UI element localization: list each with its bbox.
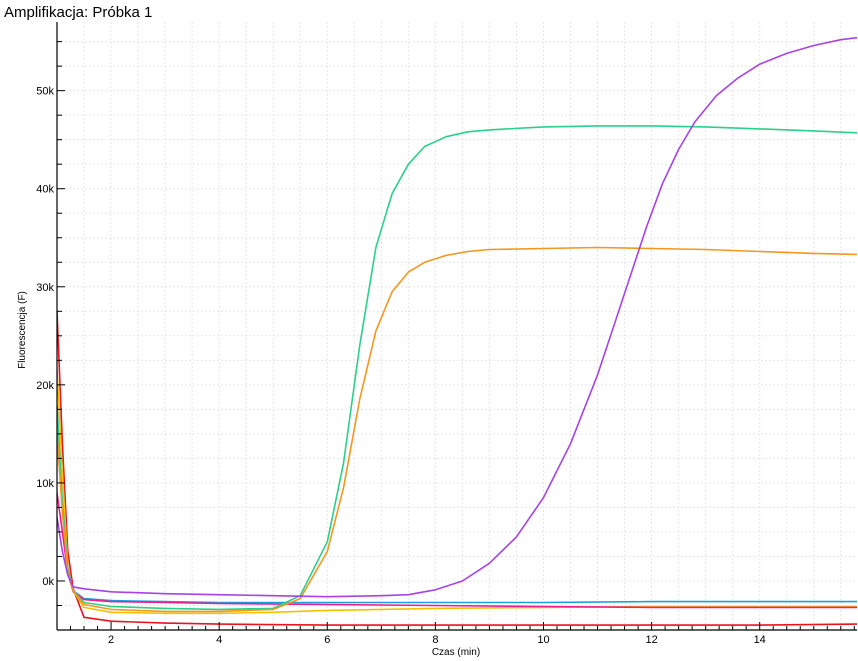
x-tick-label: 4 [216, 634, 222, 646]
x-axis-title: Czas (min) [432, 647, 480, 658]
x-tick-label: 14 [754, 634, 766, 646]
x-tick-label: 10 [537, 634, 549, 646]
series-line-1 [57, 311, 857, 626]
y-axis-title: Fluorescencja (F) [17, 291, 28, 369]
x-tick-label: 8 [432, 634, 438, 646]
series-layer [57, 36, 857, 626]
x-tick-label: 12 [645, 634, 657, 646]
y-tick-label: 40k [36, 184, 54, 196]
series-line-4 [57, 492, 857, 609]
series-line-7 [57, 36, 857, 598]
y-tick-label: 50k [36, 86, 54, 98]
y-tick-label: 30k [36, 282, 54, 294]
x-tick-label: 6 [324, 634, 330, 646]
y-tick-label: 20k [36, 380, 54, 392]
grid-layer [56, 22, 857, 631]
series-line-5 [57, 125, 857, 611]
series-line-3 [57, 438, 857, 604]
series-line-6 [57, 246, 857, 613]
y-tick-label: 10k [36, 478, 54, 490]
series-line-2 [57, 370, 857, 615]
y-tick-label: 0k [42, 576, 54, 588]
axis-layer: 0k 10k 20k 30k 40k 50k 2 4 6 8 10 12 14 [36, 22, 857, 646]
chart-title: Amplifikacja: Próbka 1 [4, 4, 153, 21]
x-tick-label: 2 [108, 634, 114, 646]
